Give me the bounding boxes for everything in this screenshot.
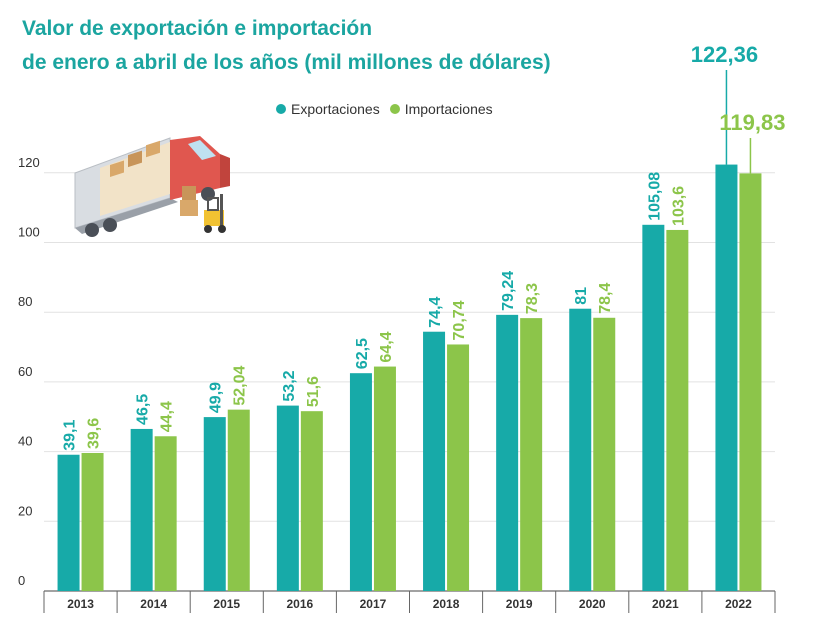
bar-exports — [203, 417, 226, 591]
legend-item-imports: Importaciones — [389, 101, 493, 117]
legend: Exportaciones Importaciones — [276, 101, 493, 117]
legend-item-exports: Exportaciones — [276, 101, 380, 117]
data-label: 119,83 — [719, 110, 785, 135]
x-tick-label: 2017 — [360, 597, 387, 611]
bar-exports — [496, 314, 519, 591]
data-label: 79,24 — [500, 271, 517, 311]
bar-imports — [739, 173, 762, 591]
bar-exports — [569, 308, 592, 591]
bar-imports — [666, 229, 689, 592]
data-label: 46,5 — [135, 394, 152, 425]
bar-imports — [154, 436, 177, 591]
x-tick-label: 2022 — [725, 597, 752, 611]
bar-exports — [349, 373, 372, 591]
truck-illustration — [74, 136, 230, 237]
x-tick-label: 2016 — [286, 597, 313, 611]
bar-imports — [227, 409, 250, 591]
data-label: 103,6 — [670, 186, 687, 226]
title-line-1: Valor de exportación e importación — [22, 17, 373, 40]
x-tick-label: 2021 — [652, 597, 679, 611]
data-label: 44,4 — [159, 401, 176, 432]
data-label: 53,2 — [281, 370, 298, 401]
data-label: 49,9 — [208, 382, 225, 413]
x-tick-label: 2020 — [579, 597, 606, 611]
x-tick-label: 2013 — [67, 597, 94, 611]
bar-exports — [423, 331, 446, 591]
y-tick-label: 120 — [18, 155, 40, 170]
x-tick-label: 2018 — [433, 597, 460, 611]
x-tick-label: 2019 — [506, 597, 533, 611]
data-label: 81 — [573, 287, 590, 305]
x-tick-label: 2015 — [213, 597, 240, 611]
imports-swatch — [389, 104, 400, 114]
bar-exports — [57, 454, 80, 591]
bar-imports — [520, 318, 543, 591]
data-label: 78,3 — [524, 283, 541, 314]
y-tick-label: 60 — [18, 364, 32, 379]
bar-imports — [81, 452, 104, 591]
y-tick-label: 100 — [18, 225, 40, 240]
title-line-2: de enero a abril de los años (mil millon… — [22, 51, 551, 74]
data-label: 52,04 — [232, 365, 249, 405]
bar-imports — [447, 344, 470, 591]
bar-exports — [715, 164, 738, 592]
bar-imports — [593, 317, 616, 591]
y-tick-label: 80 — [18, 294, 32, 309]
y-tick-label: 40 — [18, 434, 32, 449]
legend-label-imports: Importaciones — [404, 101, 493, 117]
bar-exports — [130, 428, 153, 591]
data-label: 62,5 — [354, 338, 371, 369]
bar-exports — [276, 405, 299, 591]
chart-title: Valor de exportación e importación de en… — [22, 12, 642, 80]
data-label: 122,36 — [691, 42, 758, 67]
exports-swatch — [276, 104, 286, 114]
data-label: 105,08 — [646, 172, 663, 221]
y-tick-label: 0 — [18, 573, 25, 588]
data-label: 51,6 — [305, 376, 322, 407]
data-label: 39,1 — [62, 419, 79, 450]
y-tick-label: 20 — [18, 503, 32, 518]
data-label: 78,4 — [597, 283, 614, 314]
data-label: 74,4 — [427, 296, 444, 327]
bar-imports — [373, 366, 396, 591]
x-tick-label: 2014 — [140, 597, 167, 611]
legend-label-exports: Exportaciones — [291, 101, 380, 117]
data-label: 64,4 — [378, 331, 395, 362]
data-label: 39,6 — [86, 418, 103, 449]
bar-exports — [642, 224, 665, 591]
data-label: 70,74 — [451, 300, 468, 340]
bar-imports — [300, 411, 323, 591]
